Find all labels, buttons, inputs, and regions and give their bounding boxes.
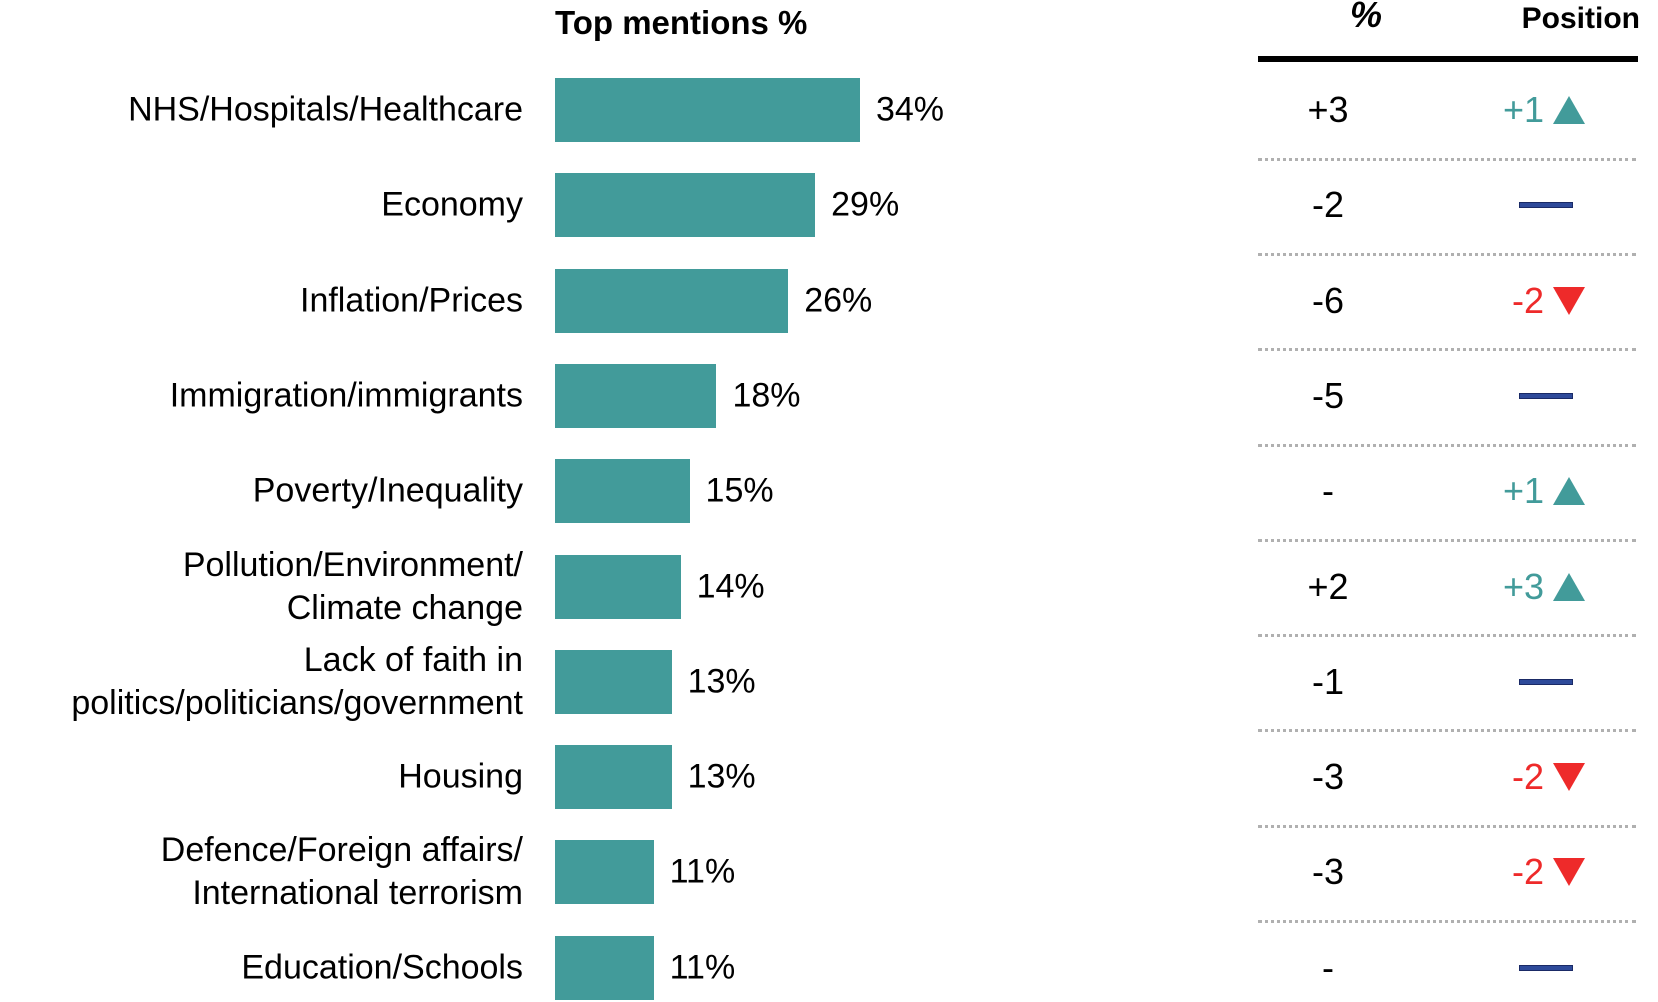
down-arrow bbox=[1553, 286, 1585, 315]
no-change-dash bbox=[1519, 202, 1573, 209]
change-value: +3 bbox=[1307, 89, 1349, 130]
position-change: -2 bbox=[1511, 851, 1544, 893]
bar bbox=[555, 745, 672, 810]
row-separator bbox=[1258, 443, 1636, 447]
position-change: +3 bbox=[1502, 565, 1544, 607]
change-value: -5 bbox=[1311, 374, 1344, 416]
position-change: -2 bbox=[1511, 756, 1544, 798]
up-arrow bbox=[1553, 572, 1585, 601]
category-label: NHS/Hospitals/Healthcare bbox=[128, 90, 523, 129]
category-label: Pollution/Environment/ Climate change bbox=[182, 545, 523, 627]
category-label: Education/Schools bbox=[241, 948, 523, 987]
change-value: -3 bbox=[1311, 756, 1344, 798]
value-label: 11% bbox=[669, 948, 736, 987]
row-separator bbox=[1258, 634, 1636, 638]
no-change-dash bbox=[1519, 964, 1573, 971]
row-separator bbox=[1258, 729, 1636, 733]
bar bbox=[555, 173, 816, 238]
row-separator bbox=[1258, 824, 1636, 828]
category-label: Lack of faith in politics/politicians/go… bbox=[71, 640, 523, 722]
change-value: -1 bbox=[1311, 660, 1344, 702]
position-change: +1 bbox=[1502, 89, 1544, 130]
row-separator bbox=[1258, 252, 1636, 256]
row-separator bbox=[1258, 348, 1636, 352]
change-value: - bbox=[1322, 946, 1334, 988]
category-label: Economy bbox=[381, 185, 523, 224]
row-separator bbox=[1258, 538, 1636, 542]
position-change: +1 bbox=[1502, 470, 1544, 512]
change-value: -2 bbox=[1311, 184, 1344, 226]
bar bbox=[555, 935, 654, 1000]
change-value: -3 bbox=[1311, 851, 1344, 893]
no-change-dash bbox=[1519, 678, 1573, 685]
down-arrow bbox=[1553, 763, 1585, 792]
bar bbox=[555, 554, 681, 619]
column-header: Position bbox=[1521, 2, 1640, 35]
category-label: Poverty/Inequality bbox=[252, 471, 523, 510]
up-arrow bbox=[1553, 96, 1585, 124]
up-arrow bbox=[1553, 477, 1585, 506]
value-label: 18% bbox=[732, 376, 801, 415]
value-label: 11% bbox=[669, 852, 736, 891]
no-change-dash bbox=[1519, 392, 1573, 399]
change-value: - bbox=[1322, 470, 1334, 512]
row-separator bbox=[1258, 920, 1636, 924]
value-label: 13% bbox=[687, 757, 756, 796]
value-label: 34% bbox=[875, 90, 945, 129]
bar bbox=[555, 78, 860, 142]
bar bbox=[555, 459, 690, 524]
position-change: -2 bbox=[1511, 279, 1544, 321]
header-rule bbox=[1258, 56, 1638, 62]
category-label: Housing bbox=[398, 757, 523, 796]
category-label: Defence/Foreign affairs/ International t… bbox=[160, 831, 523, 913]
chart-title: Top mentions % bbox=[555, 4, 808, 41]
value-label: 13% bbox=[687, 662, 756, 701]
change-value: +2 bbox=[1307, 565, 1349, 607]
value-label: 15% bbox=[705, 471, 774, 510]
bar bbox=[555, 268, 789, 333]
bar bbox=[555, 840, 654, 905]
bar bbox=[555, 363, 717, 428]
value-label: 29% bbox=[831, 185, 900, 224]
value-label: 14% bbox=[696, 567, 765, 605]
row-separator bbox=[1258, 157, 1636, 161]
change-value: -6 bbox=[1311, 279, 1344, 321]
down-arrow bbox=[1553, 858, 1585, 887]
column-header: % bbox=[1349, 0, 1382, 35]
category-label: Immigration/immigrants bbox=[169, 376, 523, 415]
value-label: 26% bbox=[804, 281, 873, 320]
bar bbox=[555, 649, 672, 714]
category-label: Inflation/Prices bbox=[300, 281, 523, 320]
